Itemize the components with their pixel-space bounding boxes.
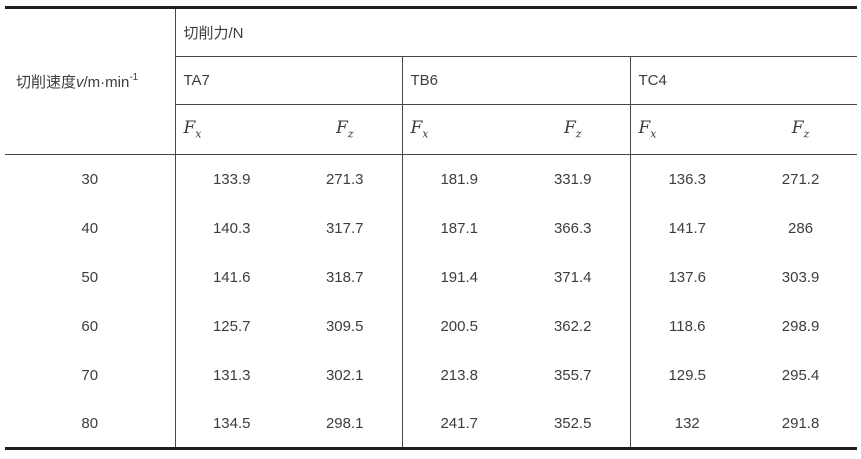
speed-unit-exponent: -1 — [129, 72, 139, 83]
speed-column-header: 切削速度v/m·min-1 — [5, 7, 176, 155]
cell-ta7-fx: 134.5 — [212, 414, 251, 432]
table-row: 40 140.3 317.7 187.1 366.3 141.7 286 — [5, 203, 857, 253]
cell-tb6-fx: 187.1 — [440, 219, 479, 237]
table-row: 70 131.3 302.1 213.8 355.7 129.5 295.4 — [5, 350, 857, 400]
speed-unit: /m·min — [83, 74, 130, 91]
tc4-fz-header: Fz — [744, 104, 858, 155]
force-symbol: F — [638, 118, 651, 139]
cell-ta7-fz: 309.5 — [288, 301, 403, 351]
header-row-force: 切削速度v/m·min-1 切削力/N — [5, 7, 858, 155]
force-symbol: F — [183, 118, 196, 139]
cell-tc4-fx: 136.3 — [668, 170, 707, 188]
cell-ta7-fx: 131.3 — [212, 366, 251, 384]
force-subscript-x: x — [195, 127, 202, 141]
force-subscript-z: z — [347, 127, 354, 141]
cell-ta7-fx: 133.9 — [212, 170, 251, 188]
force-subscript-x: x — [650, 127, 657, 141]
tc4-fx-header: Fx — [630, 104, 744, 155]
cell-ta7-fx: 141.6 — [212, 268, 251, 286]
cell-tb6-fz: 331.9 — [516, 154, 631, 204]
cell-ta7-fz: 271.3 — [288, 154, 403, 204]
force-group-header: 切削力/N — [175, 7, 858, 57]
cell-speed: 60 — [5, 301, 176, 351]
cell-speed: 40 — [5, 203, 176, 253]
cell-ta7-fz: 318.7 — [288, 252, 403, 302]
material-header-ta7: TA7 — [175, 56, 403, 105]
cell-tc4-fx: 141.7 — [668, 219, 707, 237]
cell-tc4-fz: 298.9 — [781, 317, 820, 335]
cell-tc4-fz: 303.9 — [781, 268, 820, 286]
cell-tb6-fx: 191.4 — [440, 268, 479, 286]
cell-tc4-fz: 295.4 — [781, 366, 820, 384]
cell-tc4-fz: 286 — [788, 219, 814, 237]
cell-ta7-fz: 317.7 — [288, 203, 403, 253]
cutting-force-table: 切削速度v/m·min-1 切削力/N TA7 TB6 TC4 Fx Fz Fx… — [5, 6, 858, 450]
cell-tb6-fx: 200.5 — [440, 317, 479, 335]
force-symbol: F — [410, 118, 423, 139]
force-symbol: F — [335, 118, 348, 139]
cell-tb6-fz: 362.2 — [516, 301, 631, 351]
ta7-fx-header: Fx — [175, 104, 288, 155]
force-symbol: F — [563, 118, 576, 139]
cell-tc4-fx: 137.6 — [668, 268, 707, 286]
cell-tc4-fx: 129.5 — [668, 366, 707, 384]
ta7-fz-header: Fz — [288, 104, 403, 155]
material-header-tc4: TC4 — [630, 56, 858, 105]
tb6-fx-header: Fx — [402, 104, 516, 155]
cell-tb6-fz: 371.4 — [516, 252, 631, 302]
table-row: 30 133.9 271.3 181.9 331.9 136.3 271.2 — [5, 154, 857, 204]
header-row-components: Fx Fz Fx Fz Fx Fz — [5, 104, 858, 155]
force-subscript-z: z — [803, 127, 810, 141]
cell-tc4-fz: 291.8 — [781, 414, 820, 432]
cell-tb6-fx: 213.8 — [440, 366, 479, 384]
cell-tb6-fx: 241.7 — [440, 414, 479, 432]
table-row: 80 134.5 298.1 241.7 352.5 132 291.8 — [5, 399, 857, 449]
cell-ta7-fz: 298.1 — [288, 399, 403, 449]
force-subscript-z: z — [575, 127, 582, 141]
cell-tb6-fz: 355.7 — [516, 350, 631, 400]
tb6-fz-header: Fz — [516, 104, 631, 155]
cell-speed: 50 — [5, 252, 176, 302]
cell-tc4-fx: 118.6 — [669, 317, 706, 335]
cell-speed: 30 — [5, 154, 176, 204]
force-subscript-x: x — [422, 127, 429, 141]
speed-variable: v — [76, 74, 84, 91]
cell-tc4-fz: 271.2 — [781, 170, 820, 188]
cell-ta7-fx: 140.3 — [212, 219, 251, 237]
cell-tb6-fz: 352.5 — [516, 399, 631, 449]
cell-speed: 80 — [5, 399, 176, 449]
table-row: 60 125.7 309.5 200.5 362.2 118.6 298.9 — [5, 301, 857, 351]
cell-tb6-fx: 181.9 — [440, 170, 479, 188]
cell-ta7-fz: 302.1 — [288, 350, 403, 400]
cell-tc4-fx: 132 — [674, 414, 700, 432]
material-header-tb6: TB6 — [402, 56, 631, 105]
force-symbol: F — [791, 118, 804, 139]
speed-header-prefix: 切削速度 — [16, 74, 77, 91]
table-row: 50 141.6 318.7 191.4 371.4 137.6 303.9 — [5, 252, 857, 302]
cell-ta7-fx: 125.7 — [212, 317, 251, 335]
cell-speed: 70 — [5, 350, 176, 400]
header-row-materials: TA7 TB6 TC4 — [5, 56, 858, 105]
cell-tb6-fz: 366.3 — [516, 203, 631, 253]
